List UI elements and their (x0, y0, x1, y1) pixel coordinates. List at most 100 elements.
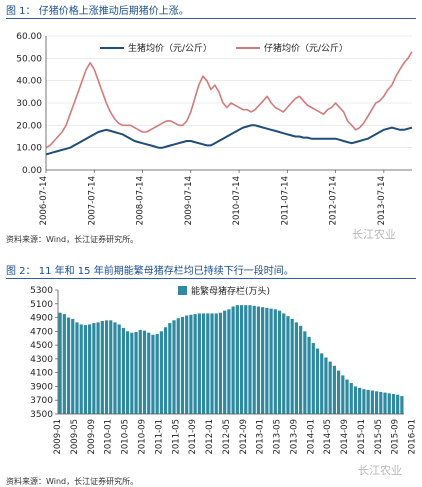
bar (400, 396, 404, 414)
x-tick-label: 2009-09 (87, 419, 97, 455)
bar (138, 329, 142, 414)
y-tick-label: 4900 (30, 314, 53, 324)
bar (83, 325, 88, 414)
bar (92, 323, 96, 414)
bar (185, 315, 189, 414)
bar (282, 313, 286, 414)
bar (252, 305, 256, 414)
legend-swatch (178, 286, 187, 295)
figure-1-source: 资料来源：Wind，长江证券研究所。 (6, 235, 139, 244)
y-tick-label: 4300 (30, 355, 53, 365)
bar (374, 391, 379, 414)
bar (265, 307, 269, 414)
bar (244, 305, 248, 414)
bar (235, 305, 239, 414)
x-tick-label: 2014-09 (340, 419, 350, 455)
bar (121, 327, 126, 414)
bar (256, 306, 261, 414)
bar (206, 313, 210, 414)
bar (134, 332, 138, 414)
bar (261, 307, 265, 414)
bar (311, 343, 315, 414)
x-tick-label: 2010-09 (138, 419, 148, 455)
bar (117, 324, 121, 414)
bar (336, 370, 341, 414)
legend-label: 生猪均价（元/公斤） (128, 42, 212, 54)
bar (349, 383, 353, 414)
bar (332, 365, 336, 414)
bar (294, 322, 299, 414)
y-tick-label: 3500 (30, 410, 53, 420)
bar (290, 318, 294, 414)
y-tick-label: 4100 (30, 369, 53, 379)
sow-inventory-bar-chart: 3500 3700 3900 4100 4300 4500 4700 4900 5100 5300… (30, 285, 417, 455)
bar (391, 394, 396, 414)
y-tick-label: 20.00 (16, 121, 42, 131)
x-tick-label: 2013-07-14 (377, 176, 387, 225)
figure-2-title: 图 2： 11 年和 15 年前期能繁母猪存栏均已持续下行一段时间。 (6, 266, 294, 277)
y-tick-label: 30.00 (16, 99, 42, 109)
bar (269, 308, 273, 414)
x-tick-label: 2013-01 (256, 419, 266, 455)
bar (370, 390, 374, 414)
y-tick-label: 0.00 (22, 166, 42, 176)
bar (345, 379, 349, 414)
figure-1-watermark: 长江农业 (352, 228, 396, 241)
figure-1-title-rule (6, 18, 416, 19)
y-tick-label: 5100 (30, 300, 53, 310)
x-tick-label: 2009-01 (53, 419, 63, 455)
figure-2-title-rule (6, 278, 416, 279)
x-tick-label: 2011-07-14 (280, 176, 290, 225)
bar (210, 313, 214, 414)
bar (88, 324, 92, 414)
y-tick-label: 5300 (30, 286, 53, 296)
bar (353, 386, 358, 414)
bar (155, 334, 159, 414)
bar (75, 322, 79, 414)
bar (315, 348, 320, 414)
x-tick-label: 2011-05 (171, 419, 181, 455)
bar (320, 353, 324, 414)
y-tick-label: 60.00 (16, 32, 42, 42)
y-tick-label: 4700 (30, 327, 53, 337)
piglet-price-line (45, 51, 413, 149)
bar (214, 313, 218, 414)
bar (159, 331, 163, 414)
bar (299, 325, 303, 414)
bar (341, 375, 345, 414)
bar (201, 313, 206, 414)
bar (172, 320, 176, 414)
x-tick-label: 2009-07-14 (184, 176, 194, 225)
bar (227, 309, 231, 414)
x-tick-label: 2010-05 (121, 419, 131, 455)
y-tick-label: 10.00 (16, 144, 42, 154)
bar (239, 305, 244, 414)
legend-label: 仔猪均价（元/公斤） (264, 42, 348, 54)
x-tick-label: 2012-07-14 (329, 176, 339, 225)
bar (109, 320, 113, 414)
x-tick-label: 2014-01 (306, 419, 316, 455)
x-tick-label: 2006-07-14 (39, 176, 49, 225)
x-tick-label: 2013-05 (273, 419, 283, 455)
bar (151, 334, 155, 414)
x-tick-label: 2012-09 (239, 419, 249, 455)
y-tick-label: 50.00 (16, 54, 42, 64)
bar (79, 324, 83, 414)
bar (387, 393, 391, 414)
bar (362, 389, 366, 414)
x-tick-label: 2014-05 (323, 419, 333, 455)
x-tick-label: 2010-01 (104, 419, 114, 455)
x-tick-label: 2007-07-14 (87, 176, 97, 225)
bar (358, 387, 362, 414)
bar (147, 332, 151, 414)
legend-label: 能繁母猪存栏(万头) (191, 285, 270, 297)
bar (130, 332, 134, 414)
bar (396, 394, 400, 414)
bar (168, 323, 172, 414)
bar (379, 391, 383, 414)
bar (126, 331, 130, 414)
bar (163, 327, 168, 414)
x-tick-label: 2015-01 (357, 419, 367, 455)
figure-2-watermark: 长江农业 (358, 464, 402, 477)
bar (142, 330, 147, 414)
